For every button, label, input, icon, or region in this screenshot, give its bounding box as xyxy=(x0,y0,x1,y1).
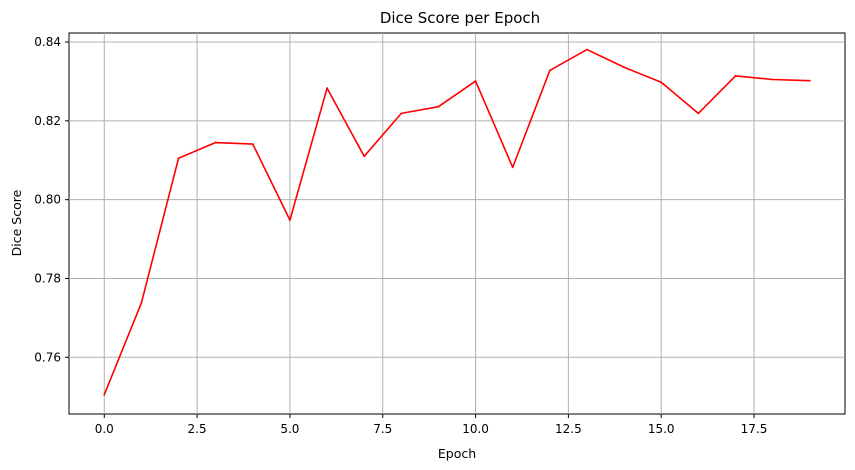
x-tick-label: 10.0 xyxy=(462,422,489,436)
x-tick-label: 17.5 xyxy=(741,422,768,436)
data-point xyxy=(771,78,774,81)
y-tick-label: 0.82 xyxy=(34,114,61,128)
x-tick-label: 12.5 xyxy=(555,422,582,436)
data-point xyxy=(548,69,551,72)
data-point xyxy=(586,48,588,51)
data-point xyxy=(623,66,625,69)
x-tick-label: 5.0 xyxy=(280,422,299,436)
data-point xyxy=(808,79,811,82)
data-point xyxy=(103,393,106,396)
x-axis: 0.0 2.5 5.0 7.5 10.0 12.5 15.0 17.5 xyxy=(95,414,768,436)
x-tick-label: 2.5 xyxy=(188,422,207,436)
data-point xyxy=(214,141,217,144)
y-axis-label: Dice Score xyxy=(9,189,24,256)
y-axis: 0.76 0.78 0.80 0.82 0.84 xyxy=(34,35,69,364)
y-tick-label: 0.78 xyxy=(34,271,61,285)
grid-lines xyxy=(69,33,845,414)
data-point xyxy=(251,143,254,146)
data-point xyxy=(363,155,366,158)
data-point xyxy=(734,75,737,77)
x-tick-label: 7.5 xyxy=(373,422,392,436)
x-tick-label: 15.0 xyxy=(648,422,675,436)
chart-title: Dice Score per Epoch xyxy=(380,9,540,27)
data-point xyxy=(400,112,403,115)
y-tick-label: 0.76 xyxy=(34,350,61,364)
y-tick-label: 0.80 xyxy=(34,193,61,207)
x-tick-label: 0.0 xyxy=(95,422,114,436)
dice-score-line xyxy=(103,48,811,396)
series-layer xyxy=(103,48,811,396)
data-point xyxy=(177,157,180,160)
data-point xyxy=(511,166,514,169)
data-point xyxy=(326,87,328,90)
y-tick-label: 0.84 xyxy=(34,35,61,49)
data-point xyxy=(697,112,700,115)
data-point xyxy=(289,219,291,222)
data-point xyxy=(474,80,477,82)
data-point xyxy=(140,301,143,304)
x-axis-label: Epoch xyxy=(438,446,476,461)
plot-frame xyxy=(68,32,846,415)
data-point xyxy=(437,105,440,108)
data-point xyxy=(660,81,663,84)
